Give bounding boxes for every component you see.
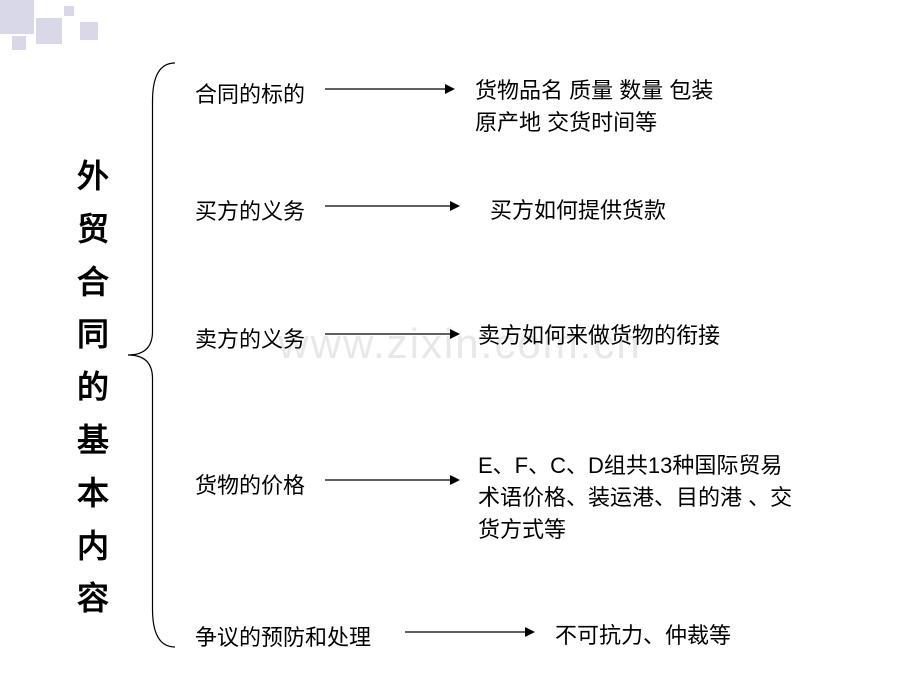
corner-decor bbox=[0, 0, 180, 45]
arrow-icon bbox=[323, 81, 457, 97]
decor-square bbox=[0, 0, 34, 34]
arrow-icon bbox=[323, 326, 462, 342]
row-desc: E、F、C、D组共13种国际贸易术语价格、装运港、目的港 、交货方式等 bbox=[478, 450, 878, 546]
title-char: 基 bbox=[75, 414, 111, 467]
decor-square bbox=[64, 6, 74, 16]
row-desc: 货物品名 质量 数量 包装 原产地 交货时间等 bbox=[475, 75, 855, 139]
decor-square bbox=[80, 22, 98, 40]
curly-bracket bbox=[125, 60, 185, 660]
decor-square bbox=[36, 18, 62, 44]
title-char: 贸 bbox=[75, 203, 111, 256]
title-char: 容 bbox=[75, 572, 111, 625]
title-char: 本 bbox=[75, 467, 111, 520]
row-label: 买方的义务 bbox=[195, 194, 305, 226]
title-char: 内 bbox=[75, 520, 111, 573]
arrow-icon bbox=[323, 472, 462, 488]
title-char: 同 bbox=[75, 308, 111, 361]
row-desc: 卖方如何来做货物的衔接 bbox=[478, 320, 878, 352]
title-char: 外 bbox=[75, 150, 111, 203]
title-char: 合 bbox=[75, 256, 111, 309]
vertical-title: 外贸合同的基本内容 bbox=[75, 150, 111, 625]
title-char: 的 bbox=[75, 361, 111, 414]
arrow-icon bbox=[323, 198, 462, 214]
row-label: 争议的预防和处理 bbox=[195, 620, 371, 652]
row-desc: 不可抗力、仲裁等 bbox=[555, 620, 855, 652]
decor-square bbox=[12, 36, 26, 50]
row-label: 合同的标的 bbox=[195, 77, 305, 109]
row-label: 卖方的义务 bbox=[195, 322, 305, 354]
arrow-icon bbox=[403, 624, 537, 640]
row-label: 货物的价格 bbox=[195, 468, 305, 500]
row-desc: 买方如何提供货款 bbox=[490, 195, 870, 227]
